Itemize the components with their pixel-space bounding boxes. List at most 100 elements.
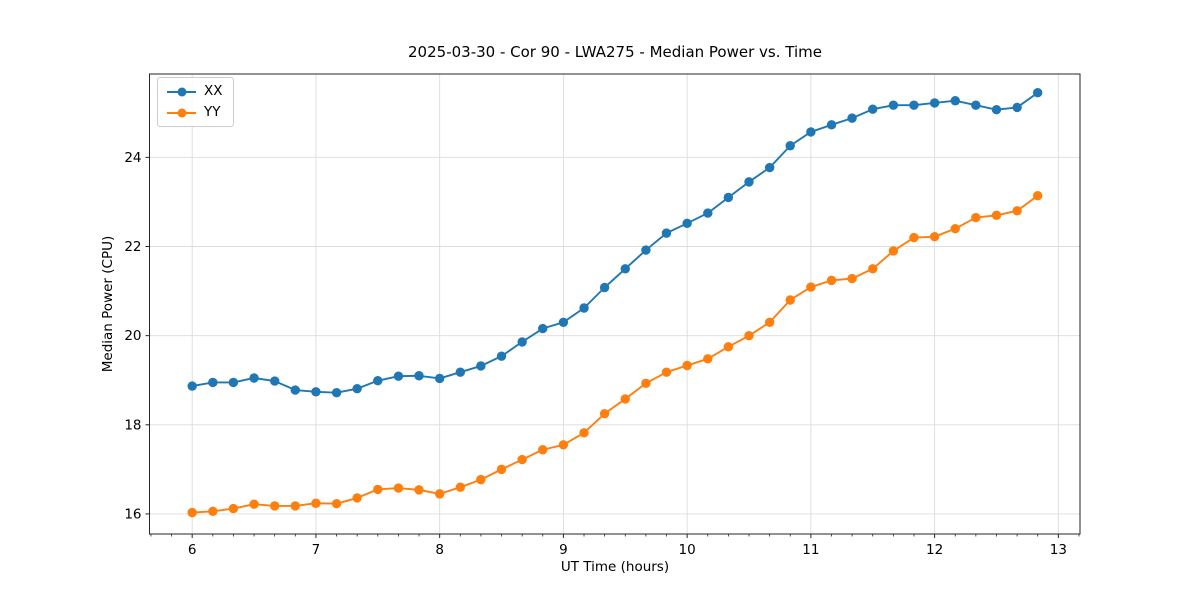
data-point-XX [744,177,754,187]
data-point-YY [270,501,280,511]
data-point-XX [352,383,362,394]
data-point-XX [228,377,239,388]
data-point-XX [496,351,507,361]
x-tick-label: 6 [188,542,197,558]
data-point-XX [888,100,899,110]
data-point-YY [373,484,383,495]
data-point-YY [868,264,878,274]
data-point-XX [579,303,589,313]
data-point-XX [558,317,569,327]
legend-item-yy: YY [167,104,223,121]
data-point-YY [991,210,1002,220]
data-point-XX [620,264,630,274]
data-point-XX [393,371,404,381]
data-point-YY [352,493,362,503]
series-line-XX [192,91,1039,394]
y-tick-label: 24 [124,150,141,166]
data-point-XX [641,245,651,255]
x-tick-label: 10 [679,542,696,558]
legend-line-marker-yy [167,108,196,118]
data-point-YY [538,445,548,455]
data-point-YY [290,501,300,511]
x-tick-label: 12 [926,542,943,558]
data-point-XX [517,337,527,347]
data-point-XX [847,113,857,123]
data-point-YY [682,360,692,371]
data-point-XX [290,385,300,395]
data-point-YY [496,464,507,475]
data-point-XX [208,377,218,388]
data-point-XX [331,388,342,398]
legend-label-yy: YY [204,104,221,120]
data-point-YY [888,246,899,256]
y-tick-label: 22 [124,239,141,255]
data-point-YY [311,498,321,508]
data-point-XX [270,376,280,386]
data-point-XX [764,162,775,173]
data-point-YY [785,295,795,305]
data-point-YY [929,231,940,242]
y-tick-label: 20 [124,328,141,344]
data-point-YY [517,454,527,465]
data-point-XX [414,371,424,381]
data-point-YY [971,212,981,223]
data-point-YY [599,408,610,419]
data-point-XX [785,141,795,151]
data-point-YY [806,282,816,292]
data-point-YY [1032,190,1043,201]
y-axis-label: Median Power (CPU) [100,235,116,373]
data-point-XX [187,381,197,391]
data-point-YY [228,503,239,514]
legend: XX YY [157,77,234,127]
y-tick-label: 16 [124,506,141,522]
data-point-YY [620,394,630,404]
data-point-YY [414,485,424,495]
data-point-YY [476,474,486,485]
data-point-YY [723,342,734,352]
data-point-YY [455,482,466,492]
axes-spines [149,73,1081,535]
x-tick-label: 13 [1050,542,1067,558]
x-axis-label: UT Time (hours) [560,559,670,575]
chart-title: 2025-03-30 - Cor 90 - LWA275 - Median Po… [408,43,822,61]
data-point-YY [187,507,197,518]
data-point-XX [661,228,672,238]
data-point-YY [847,273,857,284]
data-point-YY [393,483,404,493]
data-point-XX [909,100,919,110]
data-point-YY [331,498,342,509]
data-point-XX [249,373,259,383]
data-point-XX [1012,102,1022,113]
data-point-XX [991,104,1002,115]
legend-item-xx: XX [167,83,223,100]
data-point-YY [826,275,837,286]
data-point-XX [950,96,960,106]
data-point-XX [703,208,713,218]
x-tick-label: 11 [802,542,819,558]
data-point-YY [434,489,445,499]
data-point-XX [538,323,548,334]
data-point-XX [455,367,466,377]
data-point-XX [434,373,445,384]
data-point-XX [826,120,837,130]
legend-label-xx: XX [204,83,223,99]
x-tick-label: 9 [559,542,568,558]
data-point-YY [744,330,754,341]
data-point-XX [868,104,878,114]
data-point-YY [641,378,651,389]
data-point-XX [682,218,692,229]
data-point-XX [599,282,610,293]
data-point-XX [806,127,816,137]
data-point-XX [929,98,940,108]
x-tick-label: 8 [435,542,444,558]
y-tick-label: 18 [124,417,141,433]
data-point-XX [373,375,383,386]
data-point-XX [723,192,734,203]
data-point-YY [764,317,775,327]
data-point-YY [579,428,589,438]
data-point-XX [971,100,981,110]
data-point-YY [558,440,569,450]
data-point-XX [1032,88,1043,98]
